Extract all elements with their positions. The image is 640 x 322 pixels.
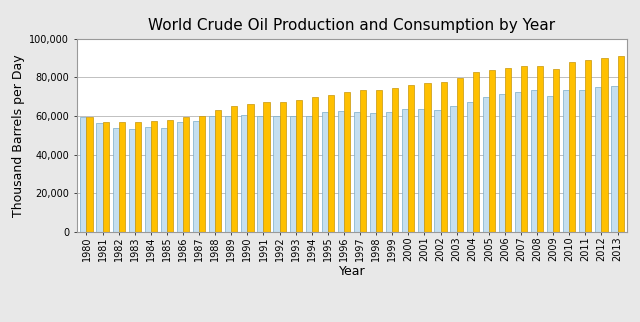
Bar — [586, 60, 591, 232]
Bar — [595, 87, 602, 232]
Bar — [312, 97, 318, 232]
Bar — [215, 110, 221, 232]
Bar — [467, 102, 473, 232]
Bar — [376, 90, 382, 232]
Bar — [547, 96, 553, 232]
Bar — [344, 92, 350, 232]
Bar — [161, 128, 167, 232]
Bar — [273, 116, 280, 232]
Bar — [241, 115, 248, 232]
Y-axis label: Thousand Barrels per Day: Thousand Barrels per Day — [12, 54, 25, 217]
Bar — [289, 116, 296, 232]
Bar — [248, 104, 253, 232]
Bar — [553, 69, 559, 232]
Bar — [611, 86, 618, 232]
Bar — [145, 127, 151, 232]
Title: World Crude Oil Production and Consumption by Year: World Crude Oil Production and Consumpti… — [148, 18, 556, 33]
X-axis label: Year: Year — [339, 265, 365, 278]
Bar — [86, 117, 93, 232]
Bar — [193, 121, 199, 232]
Bar — [473, 72, 479, 232]
Bar — [435, 110, 440, 232]
Bar — [129, 129, 135, 232]
Bar — [81, 117, 86, 232]
Bar — [354, 112, 360, 232]
Bar — [419, 109, 424, 232]
Bar — [338, 111, 344, 232]
Bar — [177, 122, 183, 232]
Bar — [118, 122, 125, 232]
Bar — [306, 116, 312, 232]
Bar — [113, 128, 118, 232]
Bar — [537, 66, 543, 232]
Bar — [257, 116, 264, 232]
Bar — [515, 92, 521, 232]
Bar — [296, 100, 302, 232]
Bar — [199, 116, 205, 232]
Bar — [424, 83, 431, 232]
Bar — [231, 106, 237, 232]
Bar — [408, 85, 415, 232]
Bar — [499, 94, 505, 232]
Bar — [322, 112, 328, 232]
Bar — [569, 62, 575, 232]
Bar — [264, 102, 269, 232]
Bar — [563, 90, 569, 232]
Bar — [483, 97, 489, 232]
Bar — [209, 116, 215, 232]
Bar — [579, 90, 586, 232]
Bar — [97, 123, 102, 232]
Bar — [440, 82, 447, 232]
Bar — [386, 112, 392, 232]
Bar — [402, 109, 408, 232]
Bar — [151, 121, 157, 232]
Bar — [135, 122, 141, 232]
Bar — [505, 68, 511, 232]
Bar — [370, 113, 376, 232]
Bar — [602, 58, 607, 232]
Bar — [225, 116, 231, 232]
Bar — [489, 70, 495, 232]
Bar — [521, 66, 527, 232]
Bar — [102, 122, 109, 232]
Bar — [280, 102, 285, 232]
Bar — [392, 88, 398, 232]
Bar — [183, 117, 189, 232]
Bar — [451, 106, 456, 232]
Bar — [360, 90, 366, 232]
Bar — [618, 56, 623, 232]
Bar — [328, 95, 334, 232]
Bar — [456, 78, 463, 232]
Bar — [531, 90, 537, 232]
Bar — [167, 120, 173, 232]
